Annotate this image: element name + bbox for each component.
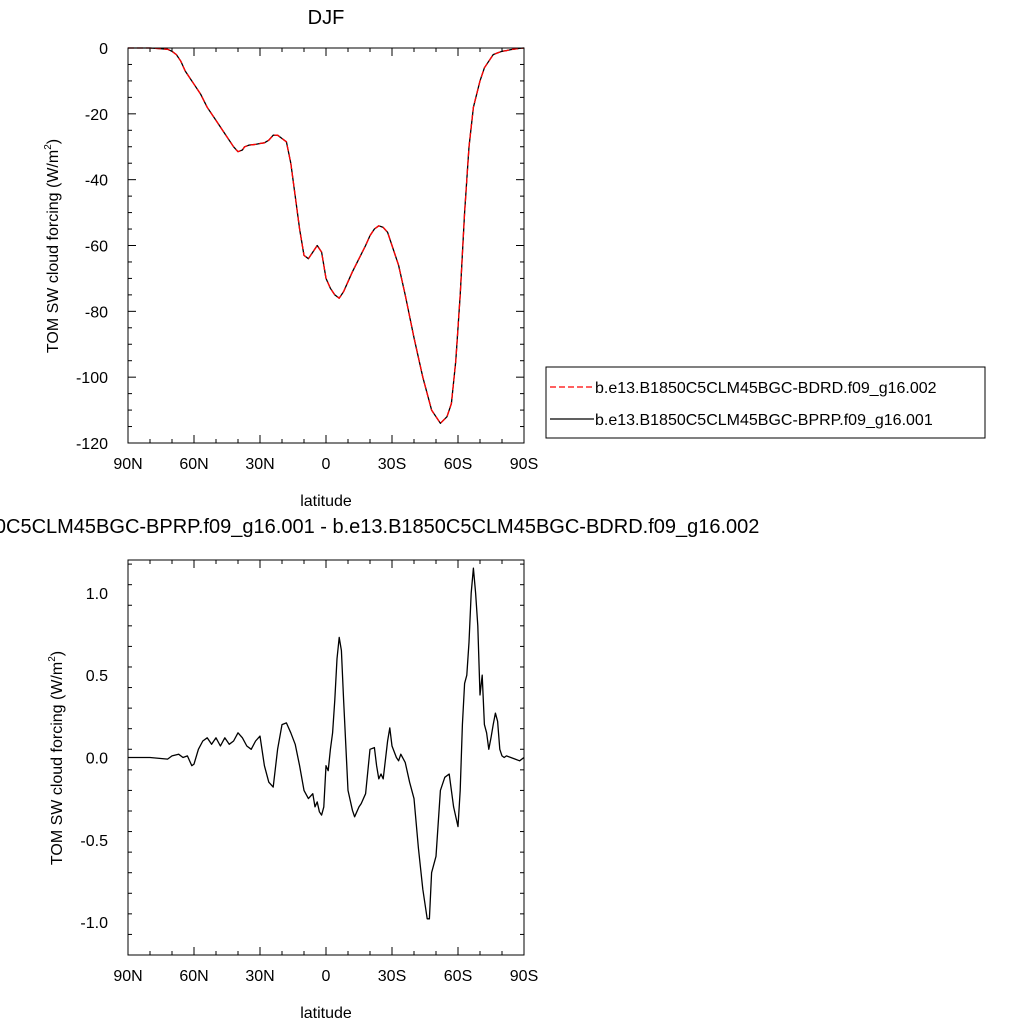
bottom-plot-frame: [127, 559, 525, 956]
x-tick-label: 90N: [113, 456, 142, 473]
y-tick-label: 1.0: [86, 586, 108, 603]
legend-label-bdrd: b.e13.B1850C5CLM45BGC-BDRD.f09_g16.002: [595, 380, 937, 397]
y-tick-label: -60: [85, 239, 108, 256]
top-x-axis-label: latitude: [300, 493, 352, 510]
top-series-group: [128, 47, 525, 424]
y-tick-label: -1.0: [80, 915, 108, 932]
y-tick-label: -100: [76, 370, 108, 387]
x-tick-label: 30N: [245, 968, 274, 985]
x-tick-label: 90S: [510, 968, 538, 985]
x-tick-label: 60S: [444, 456, 472, 473]
y-tick-label: -120: [76, 436, 108, 453]
y-tick-label: 0.5: [86, 668, 108, 685]
x-tick-label: 30S: [378, 456, 406, 473]
bottom-chart: b.e13.B1850C5CLM45BGC-BPRP.f09_g16.001 -…: [0, 516, 759, 1022]
bottom-chart-title: b.e13.B1850C5CLM45BGC-BPRP.f09_g16.001 -…: [0, 516, 759, 538]
top-chart: DJF 90N 60N 30N 0 30S 60S 90S 0 -20 -40 -60 -80 -10…: [43, 7, 986, 510]
bottom-x-axis-label: latitude: [300, 1005, 352, 1022]
y-tick-label: -0.5: [80, 833, 108, 850]
x-tick-label: 90S: [510, 456, 538, 473]
x-tick-label: 30N: [245, 456, 274, 473]
bottom-y-ticks: 1.0 0.5 0.0 -0.5 -1.0: [80, 563, 132, 956]
y-tick-label: -40: [85, 173, 108, 190]
y-tick-label: 0.0: [86, 751, 108, 768]
top-chart-title: DJF: [308, 7, 345, 29]
series-line-bdrd: [128, 47, 525, 424]
legend-box: [545, 366, 986, 439]
legend-label-bprp: b.e13.B1850C5CLM45BGC-BPRP.f09_g16.001: [595, 412, 933, 429]
y-tick-label: -80: [85, 304, 108, 321]
bottom-y-axis-label: TOM SW cloud forcing (W/m2): [47, 651, 66, 865]
bottom-minor-ticks: [127, 560, 525, 956]
difference-line: [128, 567, 525, 920]
top-legend: b.e13.B1850C5CLM45BGC-BDRD.f09_g16.002 b…: [545, 366, 986, 439]
x-tick-label: 60N: [179, 968, 208, 985]
top-plot-frame: [127, 47, 525, 444]
y-tick-label: 0: [99, 41, 108, 58]
top-y-axis-label: TOM SW cloud forcing (W/m2): [43, 139, 62, 353]
x-tick-label: 0: [322, 456, 331, 473]
top-minor-ticks: [127, 47, 525, 444]
x-tick-label: 60S: [444, 968, 472, 985]
top-y-ticks: 0 -20 -40 -60 -80 -100 -120: [76, 41, 136, 453]
x-tick-label: 30S: [378, 968, 406, 985]
x-tick-label: 0: [322, 968, 331, 985]
x-tick-label: 60N: [179, 456, 208, 473]
y-tick-label: -20: [85, 107, 108, 124]
bottom-x-ticks: 90N 60N 30N 0 30S 60S 90S: [113, 947, 538, 985]
top-x-ticks: 90N 60N 30N 0 30S 60S 90S: [113, 435, 538, 473]
x-tick-label: 90N: [113, 968, 142, 985]
series-line-bprp: [128, 47, 525, 424]
bottom-series-group: [128, 567, 525, 920]
